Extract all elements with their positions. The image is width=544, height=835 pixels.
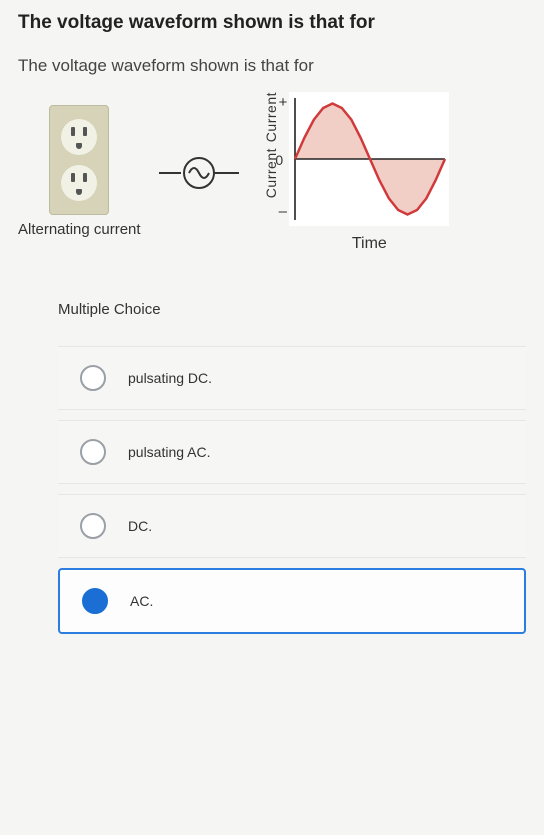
y-minus: – bbox=[279, 203, 288, 220]
y-axis-upper-label: Current bbox=[263, 92, 279, 142]
radio-1[interactable] bbox=[80, 439, 106, 465]
option-0[interactable]: pulsating DC. bbox=[58, 346, 526, 410]
outlet-plug-bottom bbox=[61, 165, 97, 201]
option-label-2: DC. bbox=[128, 518, 152, 534]
outlet-caption: Alternating current bbox=[18, 221, 141, 240]
option-1[interactable]: pulsating AC. bbox=[58, 420, 526, 484]
outlet-plug-top bbox=[61, 119, 97, 155]
option-label-0: pulsating DC. bbox=[128, 370, 212, 386]
option-label-1: pulsating AC. bbox=[128, 444, 211, 460]
multiple-choice-section: Multiple Choice pulsating DC. pulsating A… bbox=[18, 301, 526, 634]
figure-row: Alternating current Current Current + – … bbox=[18, 92, 526, 253]
mc-heading: Multiple Choice bbox=[58, 301, 526, 318]
option-3[interactable]: AC. bbox=[58, 568, 526, 634]
option-2[interactable]: DC. bbox=[58, 494, 526, 558]
question-subtitle: The voltage waveform shown is that for bbox=[18, 56, 526, 76]
sine-wave-svg bbox=[289, 92, 449, 226]
radio-2[interactable] bbox=[80, 513, 106, 539]
ac-source-symbol bbox=[159, 153, 239, 193]
y-plus: + bbox=[279, 94, 288, 111]
waveform-chart: Current Current + – 0 Time bbox=[257, 92, 450, 253]
x-axis-label: Time bbox=[289, 235, 449, 253]
outlet-figure: Alternating current bbox=[18, 105, 141, 240]
option-label-3: AC. bbox=[130, 593, 153, 609]
y-zero-tick: 0 bbox=[275, 152, 283, 168]
outlet-icon bbox=[49, 105, 109, 215]
radio-0[interactable] bbox=[80, 365, 106, 391]
options-list: pulsating DC. pulsating AC. DC. AC. bbox=[58, 346, 526, 634]
question-title: The voltage waveform shown is that for bbox=[18, 12, 526, 34]
radio-3[interactable] bbox=[82, 588, 108, 614]
